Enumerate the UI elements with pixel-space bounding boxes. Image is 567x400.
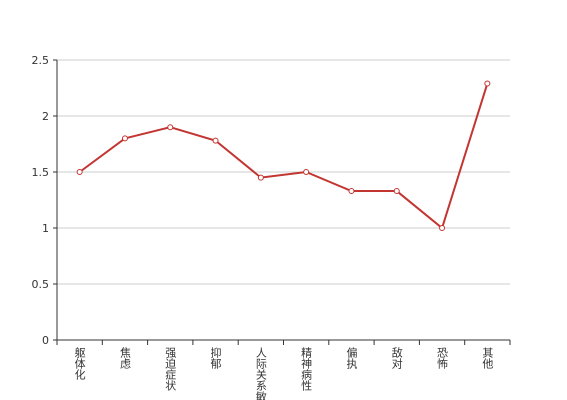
y-tick-label: 2 [42,110,49,123]
y-tick-label: 0 [42,334,49,347]
y-tick-label: 1.5 [32,166,50,179]
x-tick-label: 躯体化 [73,347,86,381]
x-tick-label: 抑郁 [209,346,222,369]
point [121,135,128,142]
y-tick-label: 1 [42,222,49,235]
x-tick-label: 其他 [481,347,494,369]
y-tick-label: 2.5 [32,54,50,67]
point [439,225,446,231]
point [348,188,355,195]
x-tick-label: 焦虑 [118,347,131,369]
line [79,83,489,230]
point [393,188,400,195]
point [484,80,491,87]
x-tick-label: 人际关系敏感 [254,347,267,400]
y-tick-label: 0.5 [32,278,50,291]
point [303,169,310,175]
point [167,124,174,131]
point [212,137,219,144]
x-tick-label: 敌对 [390,346,403,369]
x-tick-label: 精神病性 [300,347,313,392]
x-tick-label: 偏执 [345,346,358,370]
point [257,174,264,181]
x-tick-label: 恐怖 [436,347,449,369]
x-tick-label: 强迫症状 [164,347,177,391]
point [76,169,83,175]
